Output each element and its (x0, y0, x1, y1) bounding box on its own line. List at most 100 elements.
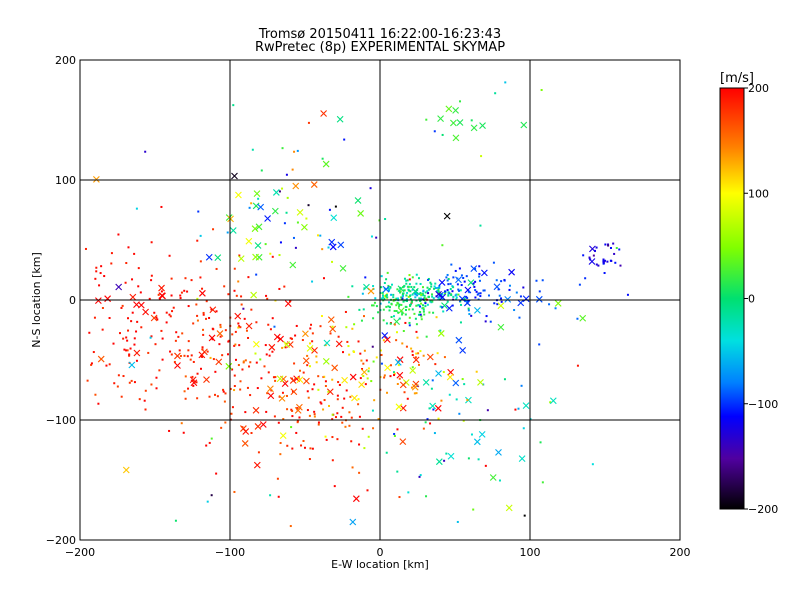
scatter-dot (458, 412, 461, 415)
scatter-cross (358, 381, 365, 389)
scatter-cross (382, 285, 390, 293)
scatter-dot (140, 326, 143, 329)
scatter-dot (450, 263, 453, 266)
scatter-cross (497, 323, 505, 331)
scatter-dot (407, 491, 410, 494)
scatter-dot (300, 444, 303, 447)
scatter-cross (303, 377, 310, 385)
scatter-cross (289, 261, 297, 269)
scatter-dot (224, 329, 227, 332)
scatter-dot (504, 81, 507, 84)
scatter-dot (404, 313, 407, 316)
scatter-dot (223, 400, 226, 403)
scatter-dot (416, 294, 419, 297)
scatter-dot (366, 377, 369, 380)
scatter-dot (419, 299, 422, 302)
scatter-dot (388, 306, 391, 309)
scatter-dot (594, 249, 597, 252)
scatter-dot (224, 421, 227, 424)
scatter-dot (410, 300, 413, 303)
scatter-dot (465, 300, 468, 303)
scatter-dot (396, 428, 399, 431)
scatter-dot (184, 277, 187, 280)
scatter-dot (202, 328, 205, 331)
scatter-dot (520, 384, 523, 387)
scatter-dot (503, 378, 506, 381)
scatter-dot (390, 293, 393, 296)
scatter-dot (117, 374, 120, 377)
scatter-dot (411, 350, 414, 353)
x-tick-label: 100 (520, 546, 541, 559)
scatter-dot (435, 316, 438, 319)
scatter-dot (414, 296, 417, 299)
scatter-dot (249, 361, 252, 364)
scatter-dot (281, 187, 284, 190)
scatter-cross (158, 284, 165, 292)
scatter-dot (154, 343, 157, 346)
scatter-dot (199, 260, 202, 263)
scatter-dot (210, 308, 213, 311)
scatter-dot (357, 340, 360, 343)
scatter-dot (459, 303, 462, 306)
scatter-dot (150, 279, 153, 282)
scatter-dot (295, 431, 298, 434)
scatter-cross (396, 371, 404, 379)
scatter-cross (290, 388, 298, 396)
scatter-cross (535, 295, 543, 303)
scatter-dot (291, 415, 294, 418)
scatter-cross (203, 376, 210, 384)
scatter-dot (518, 316, 521, 319)
scatter-dot (153, 311, 156, 314)
scatter-dot (487, 294, 490, 297)
scatter-dot (380, 353, 383, 356)
scatter-dot (179, 297, 182, 300)
scatter-dot (108, 363, 111, 366)
scatter-dot (392, 315, 395, 318)
scatter-dot (426, 286, 429, 289)
scatter-dot (609, 259, 612, 262)
scatter-dot (285, 394, 288, 397)
scatter-cross (467, 279, 475, 287)
scatter-dot (307, 121, 310, 124)
scatter-dot (415, 323, 418, 326)
scatter-dot (373, 399, 376, 402)
scatter-dot (408, 308, 411, 311)
scatter-dot (589, 258, 592, 261)
scatter-dot (401, 313, 404, 316)
scatter-dot (364, 383, 367, 386)
scatter-dot (276, 477, 279, 480)
scatter-dot (378, 219, 381, 222)
scatter-cross (323, 339, 331, 347)
scatter-dot (343, 138, 346, 141)
scatter-dot (422, 307, 425, 310)
scatter-cross (437, 115, 444, 122)
scatter-dot (588, 256, 591, 259)
scatter-dot (246, 386, 249, 389)
scatter-dot (494, 92, 497, 95)
scatter-dot (143, 399, 146, 402)
scatter-dot (94, 277, 97, 280)
scatter-dot (384, 218, 387, 221)
scatter-dot (457, 288, 460, 291)
scatter-dot (375, 356, 378, 359)
scatter-dot (306, 409, 309, 412)
scatter-dot (121, 304, 124, 307)
scatter-dot (250, 308, 253, 311)
scatter-dot (130, 379, 133, 382)
scatter-dot (437, 286, 440, 289)
y-tick-label: 200 (55, 54, 76, 67)
scatter-dot (535, 279, 538, 282)
scatter-dot (618, 248, 621, 251)
scatter-dot (454, 269, 457, 272)
scatter-dot (447, 293, 450, 296)
y-tick-label: 0 (69, 294, 76, 307)
scatter-dot (387, 289, 390, 292)
scatter-dot (446, 279, 449, 282)
scatter-dot (195, 381, 198, 384)
scatter-dot (440, 399, 443, 402)
scatter-dot (388, 287, 391, 290)
scatter-dot (422, 310, 425, 313)
scatter-cross (97, 355, 105, 363)
scatter-dot (362, 374, 365, 377)
scatter-dot (334, 416, 337, 419)
